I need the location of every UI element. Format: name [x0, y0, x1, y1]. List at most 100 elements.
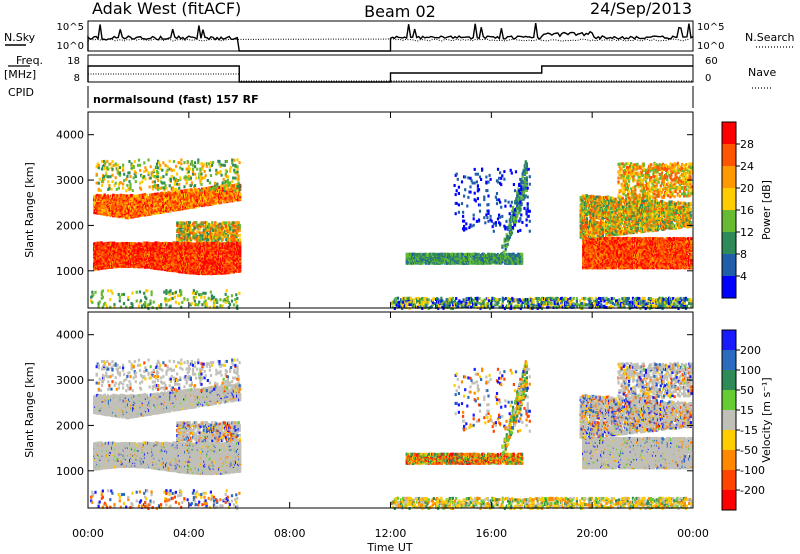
scatter-cell [213, 241, 216, 245]
scatter-cell [107, 188, 110, 191]
scatter-cell [189, 184, 192, 188]
scatter-cell [193, 231, 196, 235]
scatter-cell [114, 201, 117, 205]
scatter-cell [206, 162, 209, 166]
scatter-cell [186, 268, 189, 272]
scatter-cell [185, 176, 188, 180]
scatter-cell [154, 192, 157, 196]
scatter-cell [227, 188, 230, 192]
scatter-cell [197, 189, 200, 193]
scatter-cell [224, 180, 227, 183]
scatter-cell [168, 200, 171, 204]
scatter-cell [176, 238, 179, 241]
scatter-cell [237, 177, 240, 181]
scatter-cell [152, 175, 155, 179]
scatter-cell [123, 207, 126, 211]
scatter-cell [213, 199, 216, 203]
scatter-cell [184, 232, 187, 236]
scatter-cell [125, 189, 128, 193]
scatter-cell [105, 200, 108, 204]
scatter-cell [190, 159, 193, 163]
scatter-cell [161, 168, 164, 172]
scatter-cell [177, 242, 180, 246]
scatter-cell [178, 182, 181, 186]
scatter-cell [208, 222, 211, 226]
scatter-cell [136, 163, 140, 167]
scatter-cell [105, 205, 108, 209]
scatter-cell [105, 195, 108, 199]
scatter-cell [195, 221, 198, 224]
scatter-cell [132, 198, 135, 202]
scatter-cell [186, 201, 189, 205]
scatter-cell [224, 160, 227, 163]
scatter-cell [147, 158, 150, 162]
scatter-cell [231, 242, 234, 246]
scatter-cell [195, 203, 198, 207]
scatter-cell [234, 176, 237, 180]
scatter-cell [176, 172, 179, 176]
scatter-cell [141, 198, 144, 202]
scatter-cell [168, 248, 171, 252]
scatter-cell [132, 206, 135, 210]
scatter-cell [122, 186, 125, 190]
scatter-cell [178, 186, 181, 190]
scatter-cell [232, 176, 235, 180]
scatter-cell [123, 172, 126, 176]
scatter-cell [166, 165, 169, 169]
scatter-cell [107, 180, 110, 184]
scatter-cell [159, 167, 162, 171]
scatter-cell [186, 262, 189, 265]
scatter-cell [195, 176, 198, 180]
scatter-cell [103, 167, 106, 171]
scatter-cell [100, 167, 104, 171]
scatter-cell [186, 258, 189, 262]
scatter-cell [206, 179, 209, 182]
scatter-cell [218, 226, 221, 230]
scatter-cell [168, 267, 171, 271]
scatter-cell [224, 183, 227, 187]
scatter-cell [239, 241, 242, 245]
scatter-cell [205, 164, 208, 168]
scatter-cell [176, 182, 179, 186]
scatter-cell [203, 232, 206, 236]
scatter-cell [144, 177, 147, 181]
scatter-cell [128, 194, 131, 198]
scatter-cell [186, 167, 189, 171]
scatter-cell [96, 203, 99, 207]
scatter-cell [209, 187, 213, 191]
scatter-cell [107, 167, 110, 171]
scatter-cell [197, 161, 200, 165]
scatter-cell [212, 192, 215, 195]
scatter-cell [191, 224, 194, 227]
scatter-cell [99, 189, 102, 192]
scatter-cell [207, 162, 210, 166]
scatter-cell [165, 170, 168, 174]
scatter-cell [143, 161, 146, 165]
scatter-cell [109, 162, 112, 166]
scatter-cell [141, 257, 144, 261]
scatter-cell [236, 167, 239, 171]
scatter-cell [164, 183, 167, 187]
freq-label: Freq. [16, 54, 43, 67]
scatter-cell [234, 171, 237, 175]
scatter-cell [204, 260, 207, 264]
scatter-cell [135, 198, 138, 202]
scatter-cell [231, 161, 234, 165]
scatter-cell [236, 185, 239, 189]
scatter-cell [221, 181, 224, 185]
scatter-cell [202, 225, 205, 229]
scatter-cell [123, 241, 126, 245]
nsky-panel: N.Sky 10^5 10^0 10^5 10^0 N.Search [4, 20, 795, 52]
scatter-cell [144, 202, 148, 205]
scatter-cell [159, 186, 162, 190]
scatter-cell [236, 189, 239, 193]
scatter-cell [123, 179, 126, 183]
scatter-cell [147, 171, 150, 175]
scatter-cell [114, 214, 117, 218]
scatter-cell [168, 184, 171, 188]
scatter-cell [150, 260, 153, 264]
scatter-cell [122, 166, 125, 170]
scatter-cell [105, 256, 108, 260]
scatter-cell [200, 231, 203, 235]
scatter-cell [183, 185, 186, 189]
